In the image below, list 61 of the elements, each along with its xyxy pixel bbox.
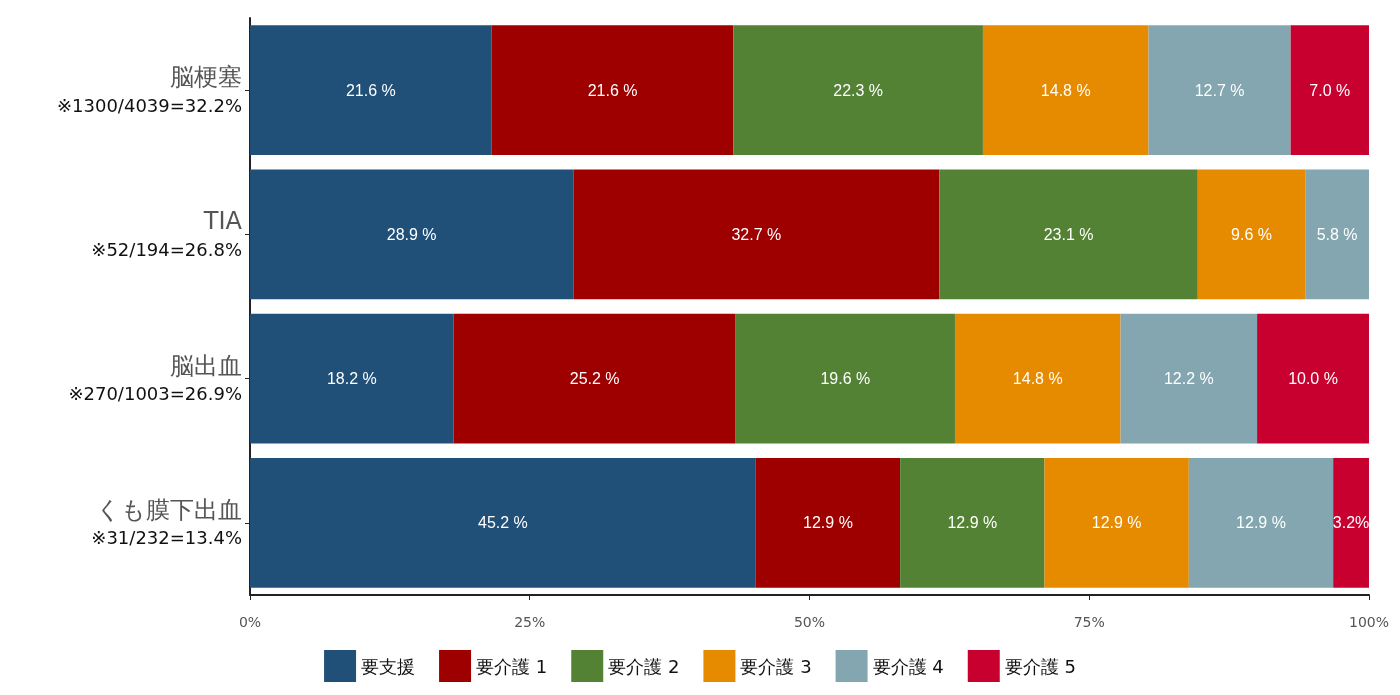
x-tick-label: 50% <box>793 614 826 630</box>
bar <box>573 169 940 300</box>
data-label: 12.2 % <box>1163 370 1214 388</box>
x-tick-label: 75% <box>1073 614 1105 630</box>
x-tick-label: 25% <box>514 614 546 630</box>
data-label: 12.9 % <box>1091 514 1142 532</box>
legend-label: 要介護 4 <box>872 655 944 677</box>
bar <box>453 313 736 444</box>
data-label: 21.6 % <box>345 81 396 99</box>
bar <box>250 169 574 300</box>
legend-label: 要介護 2 <box>608 655 680 677</box>
legend-label: 要支援 <box>361 655 416 677</box>
legend-label: 要介護 5 <box>1004 655 1076 677</box>
data-label: 19.6 % <box>820 370 871 388</box>
legend-label: 要介護 3 <box>740 655 812 677</box>
y-tick-label: くも膜下出血 ※31/232=13.4% <box>91 495 242 549</box>
bar <box>954 313 1121 444</box>
data-label: 28.9 % <box>386 225 437 243</box>
data-label: 45.2 % <box>477 514 528 532</box>
data-label: 10.0 % <box>1288 370 1338 388</box>
data-label: 5.8 % <box>1316 225 1358 243</box>
data-label: 7.0 % <box>1309 81 1351 99</box>
x-tick-label: 100% <box>1348 614 1389 630</box>
y-tick-label: TIA ※52/194=26.8% <box>91 207 243 260</box>
bar <box>939 169 1198 300</box>
bar <box>250 457 756 588</box>
y-tick-label: 脳出血 ※270/1003=26.9% <box>68 351 242 405</box>
data-label: 9.6 % <box>1231 225 1272 243</box>
data-label: 23.1 % <box>1043 225 1094 243</box>
bar <box>1188 457 1334 588</box>
bar <box>250 25 492 156</box>
bar <box>250 313 454 444</box>
bar <box>1044 457 1189 588</box>
bar <box>900 457 1045 588</box>
bar <box>733 25 983 156</box>
data-label: 21.6 % <box>587 81 638 99</box>
y-tick-label: 脳梗塞 ※1300/4039=32.2% <box>56 63 242 116</box>
data-label: 3.2% <box>1332 514 1370 532</box>
data-label: 14.8 % <box>1040 81 1091 99</box>
data-label: 18.2 % <box>326 370 377 388</box>
data-label: 12.9 % <box>1236 514 1286 532</box>
bar <box>982 25 1149 156</box>
bar <box>735 313 955 444</box>
x-tick-label: 0% <box>238 614 262 630</box>
bar <box>1197 169 1306 300</box>
bar <box>1305 169 1369 300</box>
data-label: 14.8 % <box>1012 370 1063 388</box>
data-label: 25.2 % <box>569 370 620 388</box>
bar <box>491 25 734 156</box>
bar <box>755 457 901 588</box>
bar <box>1333 457 1369 588</box>
legend-label: 要介護 1 <box>476 655 548 677</box>
data-label: 12.7 % <box>1194 81 1245 99</box>
data-label: 22.3 % <box>833 81 884 99</box>
bar <box>1148 25 1291 156</box>
data-label: 12.9 % <box>803 514 853 532</box>
data-label: 32.7 % <box>731 225 782 243</box>
bar <box>1257 313 1369 444</box>
bar <box>1120 313 1258 444</box>
bar <box>1290 25 1369 156</box>
data-label: 12.9 % <box>947 514 998 532</box>
